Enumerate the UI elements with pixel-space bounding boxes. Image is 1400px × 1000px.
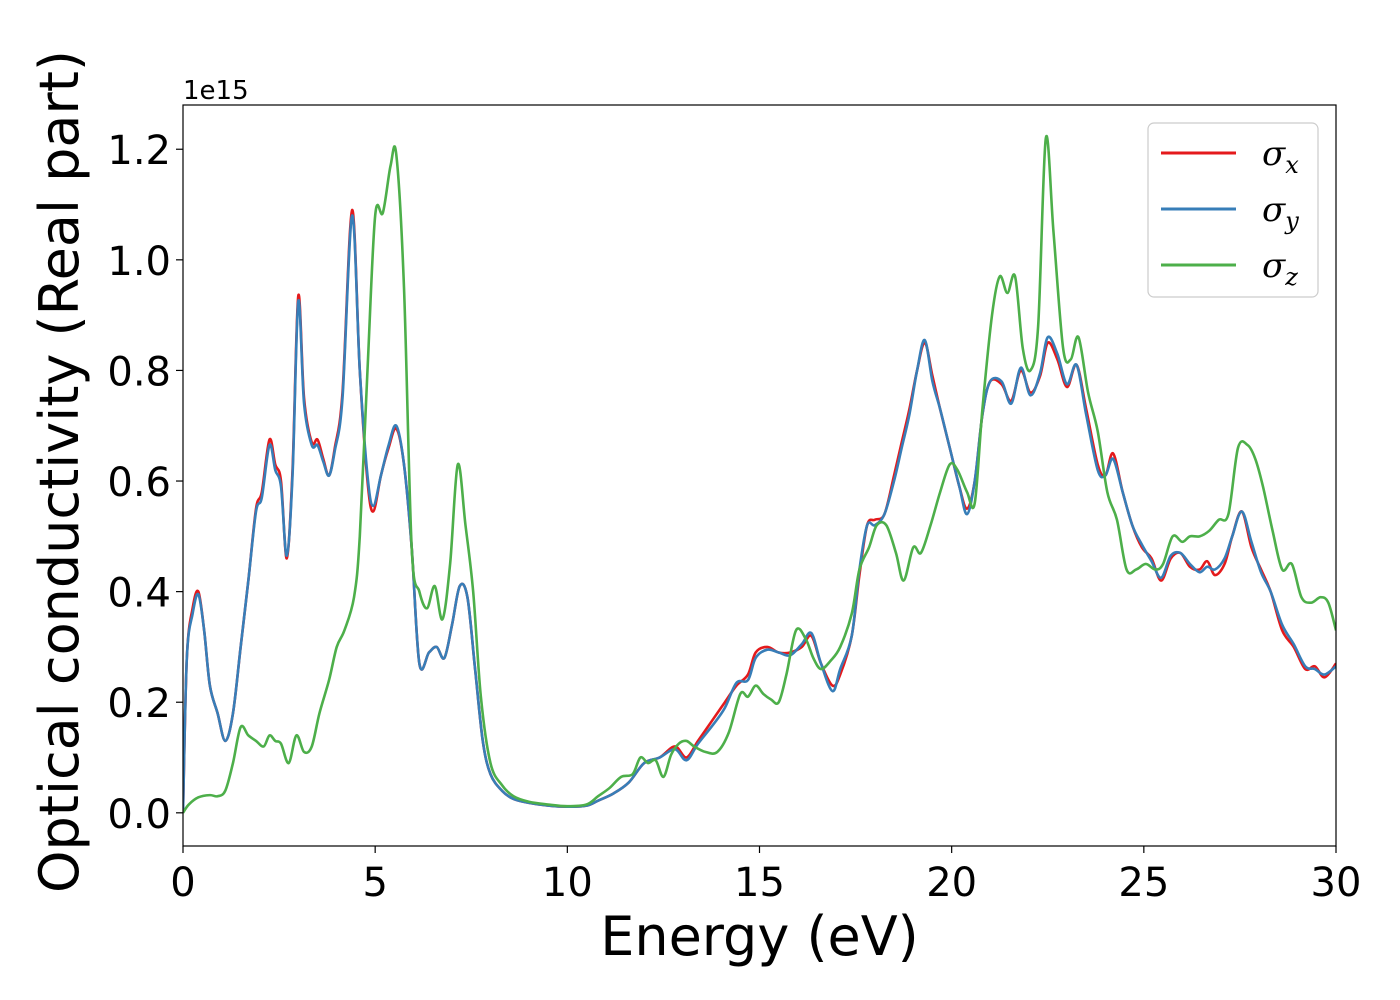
series-line-y [183,214,1336,813]
y-tick-label: 0.0 [107,792,171,838]
x-tick-label: 0 [170,860,195,906]
x-axis-ticks: 0 5 10 15 20 25 30 [170,846,1361,906]
legend-label-y: σy [1262,190,1299,235]
x-axis-label: Energy (eV) [600,905,919,968]
x-tick-label: 25 [1118,860,1169,906]
legend: σx σy σz [1147,122,1319,298]
y-tick-label: 1.2 [107,128,171,174]
y-tick-label: 0.8 [107,349,171,395]
x-tick-label: 20 [926,860,977,906]
legend-label-z: σz [1262,246,1298,291]
series-line-z [183,134,1336,814]
y-tick-label: 1.0 [107,239,171,285]
x-tick-label: 10 [542,860,593,906]
x-tick-label: 30 [1311,860,1362,906]
y-tick-label: 0.4 [107,571,171,617]
x-tick-label: 5 [362,860,387,906]
legend-label-x: σx [1262,134,1299,179]
x-tick-label: 15 [734,860,785,906]
y-axis-label: Optical conductivity (Real part) [28,50,91,893]
y-tick-label: 0.2 [107,681,171,727]
series-layer [183,134,1336,814]
y-tick-label: 0.6 [107,460,171,506]
y-axis-ticks: 0.0 0.2 0.4 0.6 0.8 1.0 1.2 [107,128,183,838]
y-offset-label: 1e15 [183,76,249,106]
